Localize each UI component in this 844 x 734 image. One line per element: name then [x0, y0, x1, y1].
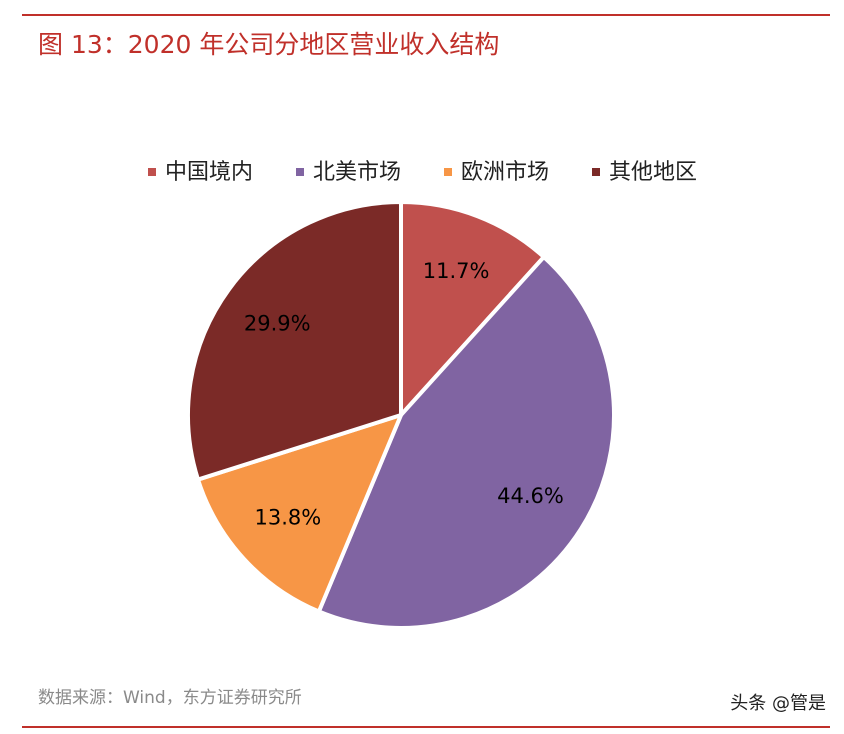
legend-label: 其他地区 [609, 160, 697, 185]
data-label: 29.9% [244, 311, 311, 335]
pie-slice [316, 255, 616, 630]
legend-swatch [592, 168, 600, 176]
source-note: 数据来源：Wind，东方证券研究所 [38, 688, 302, 708]
legend-label: 中国境内 [165, 160, 253, 185]
legend-swatch [148, 168, 156, 176]
pie-slice [399, 200, 546, 417]
legend-label: 欧洲市场 [461, 160, 549, 185]
data-label: 11.7% [423, 259, 490, 283]
data-label: 13.8% [255, 506, 322, 530]
legend-swatch [296, 168, 304, 176]
data-label: 44.6% [497, 484, 564, 508]
legend-swatch [444, 168, 452, 176]
chart-title: 图 13：2020 年公司分地区营业收入结构 [38, 30, 499, 59]
watermark: 头条 @管是 [730, 693, 826, 714]
legend-label: 北美市场 [313, 160, 401, 185]
pie-slice [186, 200, 403, 482]
